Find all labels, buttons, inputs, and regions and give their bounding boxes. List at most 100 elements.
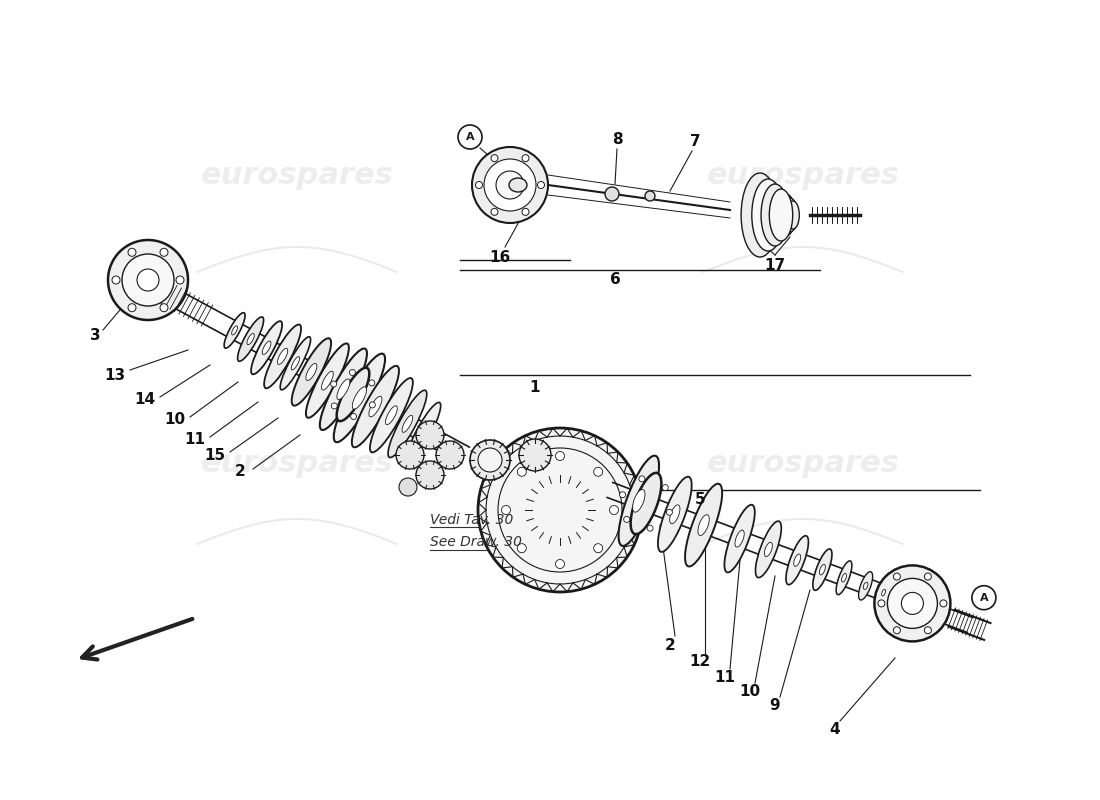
- Ellipse shape: [698, 514, 710, 535]
- Ellipse shape: [820, 565, 825, 575]
- Text: 2: 2: [664, 638, 675, 653]
- Ellipse shape: [777, 194, 795, 236]
- Circle shape: [160, 304, 168, 312]
- Text: 3: 3: [90, 327, 100, 342]
- Circle shape: [496, 171, 524, 199]
- Ellipse shape: [725, 505, 755, 573]
- Circle shape: [517, 544, 526, 553]
- Circle shape: [888, 578, 937, 629]
- Ellipse shape: [769, 189, 793, 241]
- Ellipse shape: [658, 477, 692, 552]
- Ellipse shape: [352, 366, 399, 447]
- Text: 13: 13: [104, 367, 125, 382]
- Circle shape: [624, 516, 629, 522]
- Circle shape: [475, 182, 483, 189]
- Ellipse shape: [333, 354, 385, 442]
- Ellipse shape: [794, 554, 801, 566]
- Circle shape: [874, 566, 950, 642]
- Ellipse shape: [630, 473, 661, 534]
- Circle shape: [416, 461, 444, 489]
- Circle shape: [478, 448, 502, 472]
- Text: 17: 17: [764, 258, 785, 273]
- Ellipse shape: [251, 321, 282, 374]
- Ellipse shape: [224, 313, 245, 348]
- Circle shape: [502, 506, 510, 514]
- Circle shape: [476, 456, 494, 474]
- Text: Vedi Tav. 30: Vedi Tav. 30: [430, 513, 514, 527]
- Circle shape: [901, 592, 923, 614]
- Ellipse shape: [472, 147, 548, 223]
- Ellipse shape: [618, 456, 659, 546]
- Circle shape: [556, 451, 564, 461]
- Circle shape: [924, 626, 932, 634]
- Circle shape: [522, 154, 529, 162]
- Ellipse shape: [320, 349, 367, 430]
- Text: 10: 10: [164, 413, 186, 427]
- Ellipse shape: [403, 415, 412, 432]
- Ellipse shape: [786, 201, 800, 229]
- Ellipse shape: [406, 402, 441, 462]
- Circle shape: [609, 506, 618, 514]
- Ellipse shape: [262, 341, 271, 354]
- Ellipse shape: [388, 390, 427, 458]
- Ellipse shape: [232, 326, 238, 335]
- Ellipse shape: [352, 386, 366, 409]
- Text: 1: 1: [530, 381, 540, 395]
- Text: 5: 5: [695, 493, 705, 507]
- Circle shape: [647, 525, 653, 531]
- Ellipse shape: [306, 363, 317, 381]
- Text: 9: 9: [770, 698, 780, 714]
- Circle shape: [470, 440, 510, 480]
- Text: 14: 14: [134, 393, 155, 407]
- Text: eurospares: eurospares: [200, 450, 394, 478]
- Text: 4: 4: [829, 722, 840, 738]
- Ellipse shape: [280, 337, 310, 390]
- Ellipse shape: [859, 572, 872, 600]
- Text: See Draw. 30: See Draw. 30: [430, 535, 522, 549]
- Text: 6: 6: [609, 273, 620, 287]
- Circle shape: [436, 441, 464, 469]
- Circle shape: [522, 208, 529, 215]
- Ellipse shape: [337, 379, 350, 399]
- Text: 11: 11: [185, 433, 206, 447]
- Ellipse shape: [632, 490, 645, 512]
- Ellipse shape: [882, 590, 886, 596]
- Circle shape: [176, 276, 184, 284]
- Ellipse shape: [782, 198, 797, 232]
- Ellipse shape: [761, 184, 789, 246]
- Text: eurospares: eurospares: [706, 450, 900, 478]
- Text: 15: 15: [205, 447, 225, 462]
- Circle shape: [662, 485, 669, 490]
- Ellipse shape: [685, 484, 723, 566]
- Circle shape: [619, 492, 626, 498]
- Text: 16: 16: [490, 250, 510, 265]
- Ellipse shape: [786, 536, 808, 585]
- Ellipse shape: [836, 561, 851, 594]
- Ellipse shape: [368, 396, 382, 417]
- Text: A: A: [980, 593, 988, 602]
- Circle shape: [331, 381, 337, 387]
- Ellipse shape: [385, 406, 397, 425]
- Circle shape: [594, 467, 603, 476]
- Ellipse shape: [670, 505, 680, 524]
- Circle shape: [517, 467, 526, 476]
- Circle shape: [491, 154, 498, 162]
- Circle shape: [972, 586, 996, 610]
- Ellipse shape: [292, 357, 299, 370]
- Text: A: A: [465, 132, 474, 142]
- Ellipse shape: [419, 425, 428, 440]
- Circle shape: [396, 441, 424, 469]
- Circle shape: [416, 421, 444, 449]
- Circle shape: [924, 573, 932, 580]
- Circle shape: [605, 187, 619, 201]
- Text: 12: 12: [690, 654, 711, 670]
- Ellipse shape: [321, 371, 333, 390]
- Circle shape: [594, 544, 603, 553]
- Circle shape: [351, 414, 356, 419]
- Ellipse shape: [842, 574, 847, 582]
- Ellipse shape: [306, 343, 349, 418]
- Circle shape: [108, 240, 188, 320]
- Ellipse shape: [864, 582, 868, 590]
- Ellipse shape: [484, 159, 536, 211]
- Ellipse shape: [751, 179, 784, 251]
